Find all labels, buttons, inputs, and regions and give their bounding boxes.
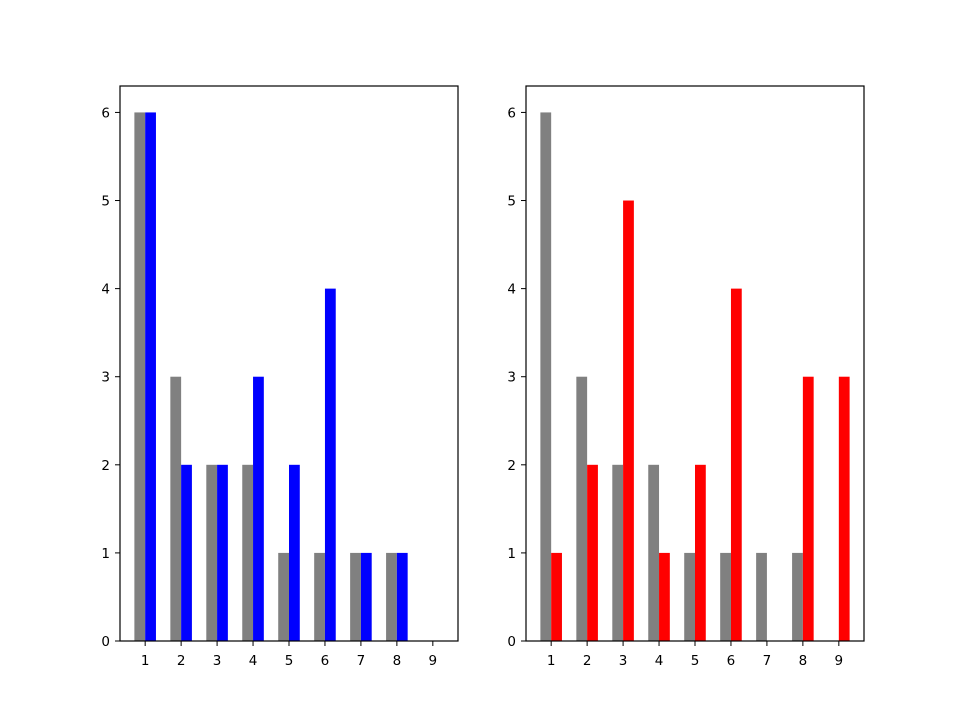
bar-s1-7 [350,552,361,641]
x-tick-label: 9 [429,653,438,669]
y-tick-label: 2 [507,458,516,474]
y-tick-label: 6 [507,105,516,121]
x-tick-label: 6 [727,653,736,669]
right-subplot: 1 2 3 4 5 6 7 8 9 0 1 2 3 4 5 6 [507,85,865,669]
x-tick-label: 7 [763,653,772,669]
y-tick-label: 1 [101,546,110,562]
y-tick-label: 4 [101,282,110,298]
y-tick-label: 2 [101,458,110,474]
x-tick-label: 8 [393,653,402,669]
x-tick-label: 9 [835,653,844,669]
y-tick-label: 3 [101,370,110,386]
bar-s1-4 [648,464,660,641]
x-tick-label: 5 [285,653,294,669]
bar-s1-6 [720,552,731,641]
bar-s1-6 [314,552,325,641]
bar-s1-7 [756,552,767,641]
y-tick-label: 5 [101,194,110,210]
y-tick-label: 6 [101,105,110,121]
bar-s2-6 [324,288,336,641]
y-tick-label: 1 [507,546,516,562]
bar-s2-5 [695,464,706,641]
bar-s2-1 [145,112,156,641]
x-tick-label: 7 [357,653,366,669]
bar-s1-5 [684,552,695,641]
bar-s1-4 [242,464,254,641]
bar-s2-4 [659,552,670,641]
bar-s1-2 [170,376,182,641]
x-tick-label: 1 [547,653,556,669]
bar-s2-6 [730,288,742,641]
x-tick-label: 2 [177,653,186,669]
x-tick-label: 1 [141,653,150,669]
x-tick-label: 6 [321,653,330,669]
x-tick-label: 5 [691,653,700,669]
bar-s1-2 [576,376,588,641]
bar-s2-2 [181,464,192,641]
y-tick-label: 3 [507,370,516,386]
x-tick-label: 4 [249,653,258,669]
y-tick-label: 5 [507,194,516,210]
bar-s1-8 [792,552,803,641]
bar-s2-5 [289,464,300,641]
y-tick-label: 0 [507,634,516,650]
bar-s2-4 [253,376,264,641]
bar-s2-8 [396,552,408,641]
bar-s2-9 [838,376,850,641]
x-tick-label: 3 [619,653,628,669]
bar-s2-1 [551,552,562,641]
bar-s2-3 [623,200,634,641]
left-subplot: 1 2 3 4 5 6 7 8 9 0 1 2 3 4 5 6 [101,85,459,669]
y-tick-label: 0 [101,634,110,650]
bar-s2-7 [360,552,372,641]
x-tick-label: 3 [213,653,222,669]
x-tick-label: 4 [655,653,664,669]
bar-s2-8 [802,376,814,641]
y-tick-label: 4 [507,282,516,298]
bar-s1-1 [134,112,146,641]
bar-s1-1 [540,112,552,641]
bar-s1-3 [206,464,218,641]
x-tick-label: 2 [583,653,592,669]
bar-s1-8 [386,552,397,641]
bar-s1-5 [278,552,289,641]
bar-s2-2 [587,464,598,641]
bar-s1-3 [612,464,624,641]
bar-s2-3 [217,464,228,641]
x-tick-label: 8 [799,653,808,669]
